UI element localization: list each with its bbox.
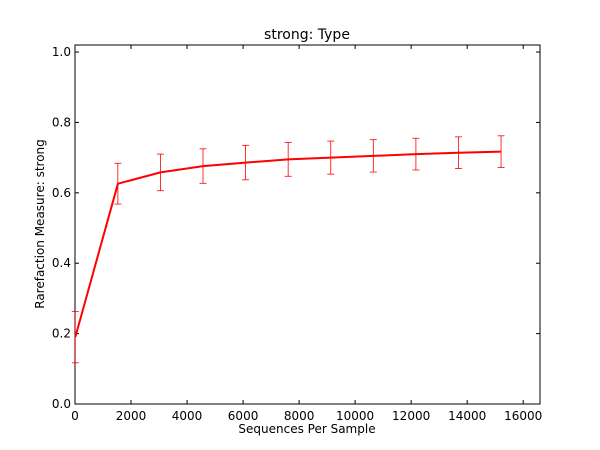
- series-lines: [74, 150, 502, 338]
- x-tick-label: 0: [71, 409, 79, 423]
- y-tick-label: 0.8: [52, 115, 71, 129]
- error-bar: [71, 311, 79, 364]
- series-line: [74, 150, 502, 338]
- x-tick-label: 4000: [172, 409, 203, 423]
- x-tick-label: 8000: [284, 409, 315, 423]
- y-tick-label: 0.4: [52, 256, 71, 270]
- y-tick-label: 0.6: [52, 186, 71, 200]
- x-tick-label: 2000: [116, 409, 147, 423]
- y-axis: 0.0 0.2 0.4 0.6 0.8 1.0: [52, 45, 540, 411]
- chart-title: strong: Type: [264, 27, 350, 43]
- y-tick-label: 0.2: [52, 327, 71, 341]
- y-tick-label: 0.0: [52, 397, 71, 411]
- plot-frame: [74, 44, 541, 405]
- x-axis: 0 2000 4000 6000 8000 10000 12000 14000 16000: [71, 45, 542, 423]
- y-tick-label: 1.0: [52, 45, 71, 59]
- x-tick-label: 16000: [504, 409, 542, 423]
- y-axis-label: Rarefaction Measure: strong: [33, 139, 47, 309]
- x-tick-label: 14000: [448, 409, 486, 423]
- x-tick-label: 10000: [336, 409, 374, 423]
- x-tick-label: 12000: [392, 409, 430, 423]
- x-axis-label: Sequences Per Sample: [238, 422, 375, 436]
- x-tick-label: 6000: [228, 409, 259, 423]
- error-bars: [71, 135, 505, 364]
